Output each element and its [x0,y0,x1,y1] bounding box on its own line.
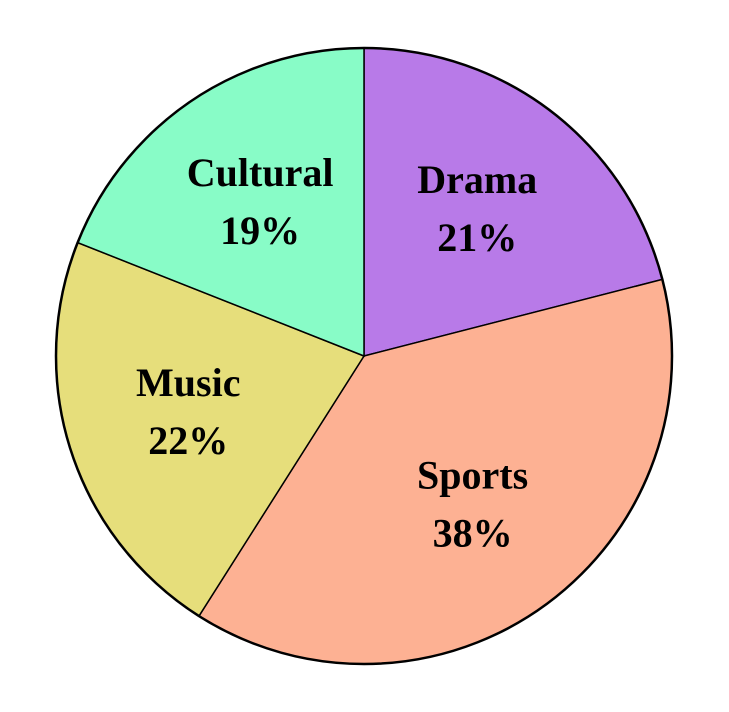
slice-label-drama: Drama [417,157,537,202]
slice-percent-sports: 38% [433,511,513,556]
pie-labels: Drama 21% Sports 38% Music 22% Cultural 19% [136,150,537,555]
slice-percent-music: 22% [148,418,228,463]
slice-percent-drama: 21% [437,215,517,260]
slice-label-sports: Sports [417,453,528,498]
slice-percent-cultural: 19% [220,208,300,253]
pie-slices [55,47,673,665]
slice-label-music: Music [136,360,240,405]
slice-label-cultural: Cultural [187,150,334,195]
pie-outline [54,46,674,666]
